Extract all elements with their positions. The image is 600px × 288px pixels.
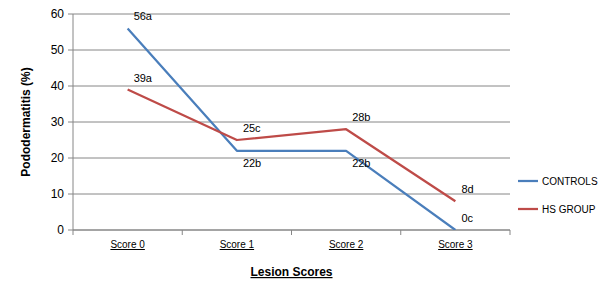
x-tick — [182, 230, 183, 235]
y-tick — [68, 14, 73, 15]
x-tick — [510, 230, 511, 235]
y-tick — [68, 194, 73, 195]
series-line — [128, 90, 456, 202]
data-label: 0c — [461, 212, 473, 224]
series-line — [128, 28, 456, 230]
x-tick — [291, 230, 292, 235]
data-label: 39a — [134, 72, 153, 84]
data-label: 56a — [134, 10, 153, 22]
legend-label: CONTROLS — [542, 176, 598, 187]
y-tick — [68, 50, 73, 51]
y-tick — [68, 122, 73, 123]
y-axis — [73, 14, 74, 230]
y-tick — [68, 158, 73, 159]
chart-svg: 0 10 20 30 40 50 60 Score 0 Score 1 Score 2 Score … — [0, 0, 600, 288]
y-tick-label: 20 — [51, 151, 65, 165]
legend-label: HS GROUP — [542, 204, 596, 215]
data-label: 22b — [352, 157, 370, 169]
y-tick-label: 40 — [51, 79, 65, 93]
data-label: 25c — [243, 122, 261, 134]
y-axis-title: Pododermatitis (%) — [19, 67, 33, 176]
y-tick — [68, 86, 73, 87]
data-label: 28b — [352, 111, 370, 123]
y-tick-label: 0 — [57, 223, 64, 237]
data-label: 8d — [461, 183, 473, 195]
y-tick-label: 10 — [51, 187, 65, 201]
plot-lines — [128, 28, 456, 230]
data-label: 22b — [243, 157, 261, 169]
legend: CONTROLS HS GROUP — [518, 176, 598, 215]
y-tick-label: 50 — [51, 43, 65, 57]
x-tick — [73, 230, 74, 235]
y-tick-label: 60 — [51, 7, 65, 21]
x-axis-title: Lesion Scores — [250, 265, 332, 279]
y-tick-label: 30 — [51, 115, 65, 129]
x-tick-label: Score 1 — [220, 239, 255, 250]
y-tick — [68, 230, 73, 231]
data-labels: 56a 22b 22b 0c 39a 25c 28b 8d — [134, 10, 474, 224]
grid-line — [73, 122, 510, 123]
x-tick — [400, 230, 401, 235]
grid-line — [73, 158, 510, 159]
grid-line — [73, 86, 510, 87]
x-tick-label: Score 2 — [329, 239, 364, 250]
x-tick-label: Score 3 — [438, 239, 473, 250]
legend-swatch — [518, 208, 538, 210]
legend-swatch — [518, 180, 538, 182]
x-tick-label: Score 0 — [110, 239, 145, 250]
chart-container: 0 10 20 30 40 50 60 Score 0 Score 1 Score 2 Score … — [0, 0, 600, 288]
grid-line — [73, 50, 510, 51]
